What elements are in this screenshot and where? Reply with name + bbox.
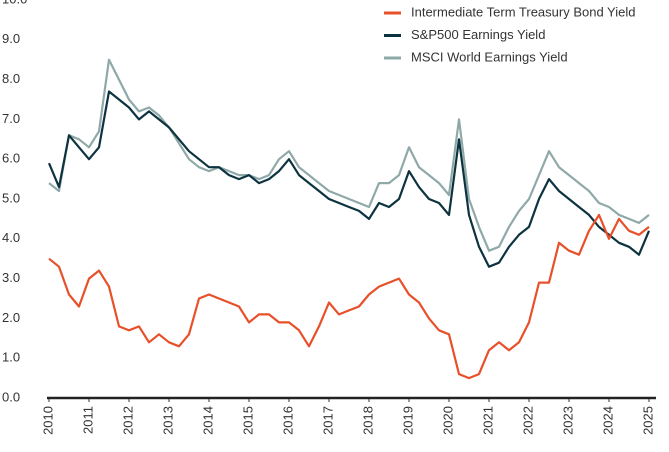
x-tick-label: 2012 bbox=[120, 406, 135, 435]
x-tick-label: 2013 bbox=[160, 406, 175, 435]
y-tick-label: 0.0 bbox=[2, 389, 20, 404]
x-tick-label: 2018 bbox=[360, 406, 375, 435]
series-line bbox=[47, 90, 651, 268]
y-tick-label: 1.0 bbox=[2, 350, 20, 365]
y-tick-label: 8.0 bbox=[2, 71, 20, 86]
y-tick-label: 7.0 bbox=[2, 111, 20, 126]
series-line bbox=[48, 213, 650, 380]
x-tick-label: 2024 bbox=[600, 406, 615, 435]
x-tick-label: 2023 bbox=[560, 406, 575, 435]
x-tick-label: 2011 bbox=[80, 406, 95, 434]
legend-label: S&P500 Earnings Yield bbox=[411, 27, 545, 42]
x-tick-label: 2014 bbox=[200, 406, 215, 435]
y-tick-label: 10.0 bbox=[2, 0, 27, 6]
x-tick-label: 2025 bbox=[640, 406, 655, 435]
legend-label: MSCI World Earnings Yield bbox=[411, 49, 568, 64]
x-tick-label: 2020 bbox=[440, 406, 455, 435]
y-tick-label: 5.0 bbox=[2, 190, 20, 205]
x-tick-label: 2022 bbox=[520, 406, 535, 435]
x-tick-label: 2016 bbox=[280, 406, 295, 435]
y-tick-label: 3.0 bbox=[2, 270, 20, 285]
series-line bbox=[48, 58, 650, 252]
y-tick-label: 9.0 bbox=[2, 31, 20, 46]
x-tick-label: 2021 bbox=[480, 406, 495, 435]
x-tick-label: 2010 bbox=[40, 406, 55, 435]
y-tick-label: 4.0 bbox=[2, 230, 20, 245]
legend-label: Intermediate Term Treasury Bond Yield bbox=[411, 4, 636, 19]
y-tick-label: 6.0 bbox=[2, 151, 20, 166]
x-tick-label: 2019 bbox=[400, 406, 415, 435]
x-tick-label: 2015 bbox=[240, 406, 255, 435]
y-tick-label: 2.0 bbox=[2, 310, 20, 325]
x-tick-label: 2017 bbox=[320, 406, 335, 435]
